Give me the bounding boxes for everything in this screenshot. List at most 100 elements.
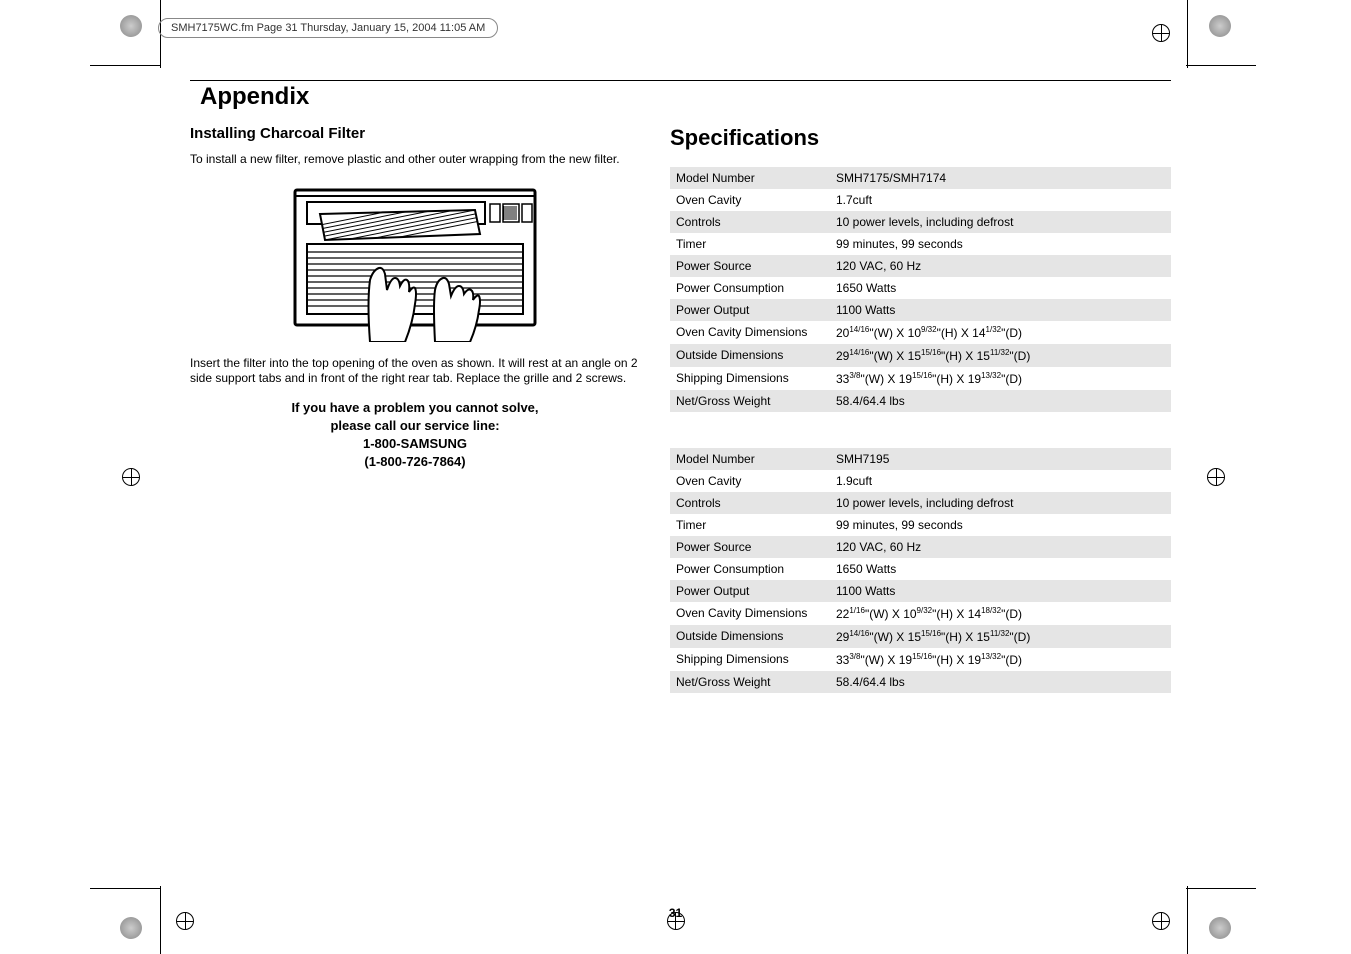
top-rule bbox=[190, 80, 1171, 81]
printer-reg-dot bbox=[120, 15, 142, 37]
spec-row: Oven Cavity Dimensions2014/16"(W) X 109/… bbox=[670, 321, 1171, 344]
printer-target bbox=[1146, 906, 1176, 936]
spec-value: 1100 Watts bbox=[836, 303, 1165, 317]
spec-value: 99 minutes, 99 seconds bbox=[836, 518, 1165, 532]
appendix-title: Appendix bbox=[200, 83, 1171, 111]
printer-reg-dot bbox=[1209, 917, 1231, 939]
spec-row: Shipping Dimensions333/8"(W) X 1915/16"(… bbox=[670, 648, 1171, 671]
crop-mark bbox=[1187, 886, 1188, 954]
printer-target bbox=[170, 906, 200, 936]
spec-row: Outside Dimensions2914/16"(W) X 1515/16"… bbox=[670, 625, 1171, 648]
crop-mark bbox=[1186, 65, 1256, 66]
barcode-area bbox=[504, 206, 516, 220]
spec-label: Power Source bbox=[676, 540, 836, 554]
spec-value: 120 VAC, 60 Hz bbox=[836, 540, 1165, 554]
spec-label: Shipping Dimensions bbox=[676, 371, 836, 386]
spec-label: Shipping Dimensions bbox=[676, 652, 836, 667]
spec-row: Shipping Dimensions333/8"(W) X 1915/16"(… bbox=[670, 367, 1171, 390]
slugline: SMH7175WC.fm Page 31 Thursday, January 1… bbox=[158, 18, 498, 38]
spec-label: Model Number bbox=[676, 452, 836, 466]
spec-label: Net/Gross Weight bbox=[676, 394, 836, 408]
page-body: Appendix Installing Charcoal Filter To i… bbox=[190, 80, 1171, 729]
spec-value: 221/16"(W) X 109/32"(H) X 1418/32"(D) bbox=[836, 606, 1165, 621]
spec-value: SMH7195 bbox=[836, 452, 1165, 466]
spec-label: Controls bbox=[676, 496, 836, 510]
crop-mark bbox=[160, 886, 161, 954]
spec-value: 1100 Watts bbox=[836, 584, 1165, 598]
service-line-1: If you have a problem you cannot solve, bbox=[190, 399, 640, 417]
filter-illustration bbox=[190, 182, 640, 342]
spec-value: 58.4/64.4 lbs bbox=[836, 675, 1165, 689]
spec-row: Power Output1100 Watts bbox=[670, 299, 1171, 321]
spec-row: Timer99 minutes, 99 seconds bbox=[670, 514, 1171, 536]
spec-table-2: Model NumberSMH7195Oven Cavity1.9cuftCon… bbox=[670, 448, 1171, 693]
spec-value: 2914/16"(W) X 1515/16"(H) X 1511/32"(D) bbox=[836, 629, 1165, 644]
spec-label: Oven Cavity bbox=[676, 193, 836, 207]
spec-value: 2914/16"(W) X 1515/16"(H) X 1511/32"(D) bbox=[836, 348, 1165, 363]
printer-target bbox=[116, 462, 146, 492]
service-block: If you have a problem you cannot solve, … bbox=[190, 399, 640, 472]
spec-row: Power Source120 VAC, 60 Hz bbox=[670, 536, 1171, 558]
spec-row: Power Output1100 Watts bbox=[670, 580, 1171, 602]
spec-row: Oven Cavity1.7cuft bbox=[670, 189, 1171, 211]
spec-label: Power Output bbox=[676, 303, 836, 317]
printer-reg-dot bbox=[120, 917, 142, 939]
page-number: 31 bbox=[669, 906, 682, 920]
spec-label: Net/Gross Weight bbox=[676, 675, 836, 689]
right-column: Specifications Model NumberSMH7175/SMH71… bbox=[670, 125, 1171, 729]
spec-value: 58.4/64.4 lbs bbox=[836, 394, 1165, 408]
spec-value: 120 VAC, 60 Hz bbox=[836, 259, 1165, 273]
service-line-2: please call our service line: bbox=[190, 417, 640, 435]
spec-label: Oven Cavity bbox=[676, 474, 836, 488]
specifications-title: Specifications bbox=[670, 125, 1171, 151]
crop-mark bbox=[90, 888, 160, 889]
spec-value: 333/8"(W) X 1915/16"(H) X 1913/32"(D) bbox=[836, 652, 1165, 667]
spec-label: Timer bbox=[676, 237, 836, 251]
spec-value: 1.7cuft bbox=[836, 193, 1165, 207]
spec-label: Outside Dimensions bbox=[676, 629, 836, 644]
spec-label: Outside Dimensions bbox=[676, 348, 836, 363]
spec-value: 10 power levels, including defrost bbox=[836, 215, 1165, 229]
spec-label: Oven Cavity Dimensions bbox=[676, 325, 836, 340]
printer-target bbox=[1146, 18, 1176, 48]
install-text-2: Insert the filter into the top opening o… bbox=[190, 356, 640, 387]
spec-value: 1650 Watts bbox=[836, 562, 1165, 576]
crop-mark bbox=[1186, 888, 1256, 889]
spec-value: 10 power levels, including defrost bbox=[836, 496, 1165, 510]
spec-row: Timer99 minutes, 99 seconds bbox=[670, 233, 1171, 255]
spec-label: Power Output bbox=[676, 584, 836, 598]
spec-row: Oven Cavity Dimensions221/16"(W) X 109/3… bbox=[670, 602, 1171, 625]
spec-row: Controls10 power levels, including defro… bbox=[670, 211, 1171, 233]
service-line-4: (1-800-726-7864) bbox=[190, 453, 640, 471]
spec-row: Net/Gross Weight58.4/64.4 lbs bbox=[670, 390, 1171, 412]
spec-row: Model NumberSMH7195 bbox=[670, 448, 1171, 470]
service-line-3: 1-800-SAMSUNG bbox=[190, 435, 640, 453]
spec-row: Outside Dimensions2914/16"(W) X 1515/16"… bbox=[670, 344, 1171, 367]
spec-value: 333/8"(W) X 1915/16"(H) X 1913/32"(D) bbox=[836, 371, 1165, 386]
printer-reg-dot bbox=[1209, 15, 1231, 37]
spec-value: SMH7175/SMH7174 bbox=[836, 171, 1165, 185]
spec-label: Power Consumption bbox=[676, 281, 836, 295]
spec-row: Power Consumption1650 Watts bbox=[670, 558, 1171, 580]
crop-mark bbox=[90, 65, 160, 66]
printer-target bbox=[1201, 462, 1231, 492]
spec-label: Power Consumption bbox=[676, 562, 836, 576]
spec-label: Timer bbox=[676, 518, 836, 532]
spec-value: 1650 Watts bbox=[836, 281, 1165, 295]
spec-row: Net/Gross Weight58.4/64.4 lbs bbox=[670, 671, 1171, 693]
spec-label: Oven Cavity Dimensions bbox=[676, 606, 836, 621]
spec-value: 99 minutes, 99 seconds bbox=[836, 237, 1165, 251]
install-text-1: To install a new filter, remove plastic … bbox=[190, 152, 640, 168]
spec-label: Power Source bbox=[676, 259, 836, 273]
spec-row: Model NumberSMH7175/SMH7174 bbox=[670, 167, 1171, 189]
spec-row: Oven Cavity1.9cuft bbox=[670, 470, 1171, 492]
crop-mark bbox=[1187, 0, 1188, 68]
install-heading: Installing Charcoal Filter bbox=[190, 125, 640, 142]
spec-value: 1.9cuft bbox=[836, 474, 1165, 488]
spec-table-1: Model NumberSMH7175/SMH7174Oven Cavity1.… bbox=[670, 167, 1171, 412]
spec-label: Controls bbox=[676, 215, 836, 229]
spec-row: Controls10 power levels, including defro… bbox=[670, 492, 1171, 514]
spec-label: Model Number bbox=[676, 171, 836, 185]
spec-value: 2014/16"(W) X 109/32"(H) X 141/32"(D) bbox=[836, 325, 1165, 340]
left-column: Installing Charcoal Filter To install a … bbox=[190, 125, 640, 729]
